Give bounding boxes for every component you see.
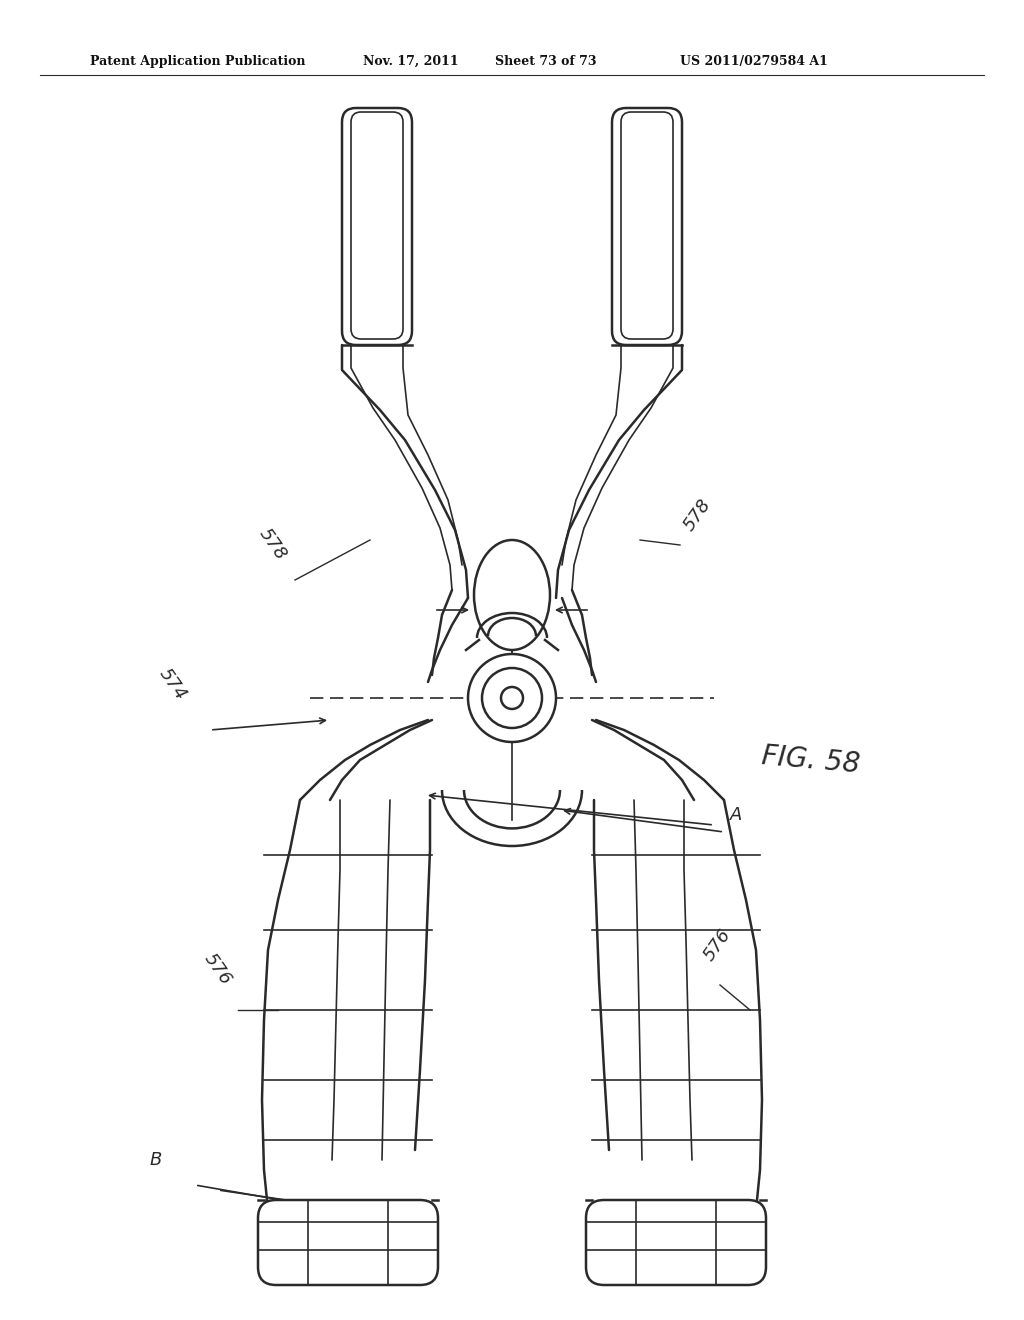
Text: FIG. 58: FIG. 58 [760,742,861,779]
Text: Nov. 17, 2011: Nov. 17, 2011 [362,55,459,69]
Text: 578: 578 [680,495,715,535]
FancyBboxPatch shape [342,108,412,345]
Ellipse shape [474,540,550,649]
Circle shape [482,668,542,729]
Text: A: A [730,807,742,824]
Circle shape [501,686,523,709]
FancyBboxPatch shape [258,1200,438,1284]
Text: Patent Application Publication: Patent Application Publication [90,55,305,69]
Text: C: C [492,566,503,583]
Text: Sheet 73 of 73: Sheet 73 of 73 [495,55,597,69]
Text: US 2011/0279584 A1: US 2011/0279584 A1 [680,55,827,69]
FancyBboxPatch shape [612,108,682,345]
FancyBboxPatch shape [586,1200,766,1284]
Text: B: B [150,1151,163,1170]
Text: 578: 578 [255,525,290,564]
Text: 574: 574 [155,665,189,704]
Text: 576: 576 [700,925,734,964]
Circle shape [468,653,556,742]
Text: 576: 576 [200,950,234,989]
